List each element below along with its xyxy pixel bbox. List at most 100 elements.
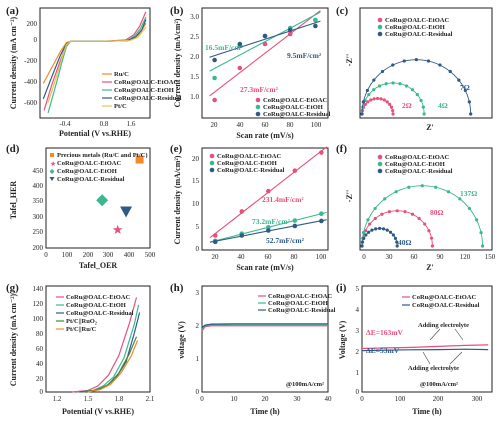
panel-f-xtick: 150 bbox=[485, 253, 496, 261]
panel-b-ytick: 1.5 bbox=[190, 73, 199, 81]
panel-f-annotation: 80Ω bbox=[430, 208, 444, 217]
panel-d-ytick: 250 bbox=[33, 228, 44, 236]
legend-label: CoRu@OALC-Residual bbox=[217, 167, 285, 174]
panel-g: (g) Current density (mA cm⁻²) Potential … bbox=[6, 282, 155, 416]
panel-d-xtick: 0 bbox=[44, 251, 48, 259]
legend-label: CoRu@OALC-EtOAC bbox=[217, 153, 281, 160]
legend-label: CoRu@OALC-Residual bbox=[66, 310, 134, 317]
legend-label: CoRu@OALC-EtOAC bbox=[114, 79, 178, 86]
panel-e-legend: CoRu@OALC-EtOAC CoRu@OALC-EtOH CoRu@OALC… bbox=[209, 153, 285, 174]
panel-g-ytick: 100 bbox=[33, 315, 44, 323]
panel-b-annotation: 16.5mF/cm² bbox=[205, 43, 244, 52]
panel-i-ytick: 2 bbox=[356, 348, 360, 356]
panel-c-annotation: 7Ω bbox=[460, 83, 470, 92]
data-point bbox=[292, 223, 298, 229]
legend-label: CoRu@OALC-Residual bbox=[57, 176, 125, 183]
fit-line bbox=[209, 11, 321, 72]
legend-marker bbox=[255, 97, 261, 103]
data-point bbox=[313, 17, 318, 23]
legend-marker bbox=[377, 154, 383, 160]
panel-a-curves bbox=[42, 11, 147, 114]
legend-label: CoRu@OALC-EtOAC bbox=[66, 294, 130, 301]
panel-e-ytick: 20 bbox=[192, 155, 200, 163]
panel-h-annotation: @100mA/cm² bbox=[286, 381, 324, 388]
panel-i-arrow bbox=[422, 351, 431, 365]
panel-f-xtick: 60 bbox=[411, 253, 419, 261]
panel-d-frame bbox=[45, 147, 151, 249]
panel-e-xtick: 100 bbox=[316, 253, 327, 261]
panel-i-arrow bbox=[449, 351, 463, 365]
panel-b-xtick: 100 bbox=[311, 121, 322, 129]
panel-d-ylabel: Tafel_HER bbox=[9, 181, 18, 220]
data-point bbox=[212, 97, 217, 103]
panel-b-annotation: 27.3mF/cm² bbox=[240, 85, 279, 94]
legend-label: CoRu@OALC-Residual bbox=[263, 111, 331, 118]
panel-i-frame bbox=[361, 285, 493, 393]
data-point bbox=[319, 211, 324, 217]
panel-i-ytick: 3 bbox=[356, 327, 360, 335]
panel-c-label: (c) bbox=[336, 5, 349, 17]
panel-d-xlabel: Tafel_OER bbox=[79, 261, 118, 270]
legend-label: CoRu@OALC-EtOAC bbox=[57, 160, 121, 167]
panel-d-legend: Precious metals (Ru/C and Pt/C) ★ CoRu@O… bbox=[49, 152, 148, 183]
panel-e-ytick: 10 bbox=[192, 200, 200, 208]
fit-line bbox=[209, 20, 321, 58]
panel-a-ytick: -200 bbox=[24, 57, 37, 65]
legend-label: Pt/C||Ru/C bbox=[66, 326, 97, 333]
panel-c-annotation: 4Ω bbox=[438, 101, 448, 110]
legend-marker bbox=[377, 31, 383, 37]
panel-g-xtick: 1.2 bbox=[53, 395, 62, 403]
panel-a-ytick: 200 bbox=[27, 20, 38, 28]
panel-f-arcs bbox=[360, 184, 485, 248]
panel-b-annotation: 9.5mF/cm² bbox=[287, 51, 322, 60]
data-point bbox=[212, 75, 217, 81]
legend-marker bbox=[377, 168, 383, 174]
panel-i-ytick: 5 bbox=[356, 285, 360, 293]
legend-marker bbox=[377, 24, 383, 30]
legend-label: CoRu@OALC-EtOAC bbox=[385, 154, 449, 161]
legend-label: CoRu@OALC-EtOH bbox=[385, 161, 445, 168]
panel-e-ylabel: Current density (mA/cm²) bbox=[173, 155, 182, 244]
panel-h-ytick: 0 bbox=[196, 388, 200, 396]
panel-i-ytick: 4 bbox=[356, 306, 360, 314]
panel-c-annotation: 2Ω bbox=[402, 101, 412, 110]
panel-g-frame bbox=[45, 285, 151, 393]
fit-line bbox=[209, 10, 321, 97]
panel-a-label: (a) bbox=[6, 5, 19, 17]
panel-f-ylabel: -Z'' bbox=[345, 190, 354, 202]
panel-a-ytick: -400 bbox=[24, 78, 37, 86]
series-line bbox=[361, 348, 489, 352]
legend-label: CoRu@OALC-EtOH bbox=[217, 160, 277, 167]
panel-i-legend: CoRu@OALC-EtOAC CoRu@OALC-Residual bbox=[402, 294, 480, 309]
data-point: ★ bbox=[112, 222, 124, 237]
series-line bbox=[201, 323, 328, 328]
series-line bbox=[201, 325, 328, 332]
legend-marker bbox=[377, 17, 383, 23]
legend-label: CoRu@OALC-EtOH bbox=[66, 302, 126, 309]
panel-i-arrow bbox=[454, 328, 464, 341]
legend-label: CoRu@OALC-EtOAC bbox=[263, 97, 327, 104]
panel-a-xtick: 1.6 bbox=[127, 120, 136, 128]
data-point bbox=[96, 194, 109, 207]
panel-a-legend: Ru/C CoRu@OALC-EtOAC CoRu@OALC-EtOH CoRu… bbox=[102, 71, 182, 110]
data-point bbox=[313, 23, 318, 29]
panel-c-legend: CoRu@OALC-EtOAC CoRu@OALC-EtOH CoRu@OALC… bbox=[377, 17, 453, 38]
legend-marker: ★ bbox=[50, 160, 56, 168]
legend-marker bbox=[209, 167, 215, 173]
panel-h-xlabel: Time (h) bbox=[250, 407, 280, 416]
panel-c-frame bbox=[359, 7, 493, 119]
panel-d: (d) Tafel_HER Tafel_OER 450 400 350 300 … bbox=[6, 143, 156, 270]
panel-b-ytick: 1.0 bbox=[190, 93, 199, 101]
panel-d-ytick: 450 bbox=[33, 167, 44, 175]
panel-h-legend: CoRu@OALC-EtOAC CoRu@OALC-EtOH CoRu@OALC… bbox=[258, 293, 336, 314]
series-line bbox=[87, 340, 139, 393]
panel-f-xtick: 90 bbox=[437, 253, 445, 261]
panel-g-ytick: 20 bbox=[36, 375, 44, 383]
panel-i-curves bbox=[361, 344, 489, 352]
legend-label: CoRu@OALC-Residual bbox=[114, 95, 182, 102]
panel-g-curves bbox=[71, 297, 141, 393]
legend-label: CoRu@OALC-Residual bbox=[268, 307, 336, 314]
panel-i-xtick: 300 bbox=[472, 395, 483, 403]
panel-a: (a) Current density (mA cm⁻²) Potential … bbox=[6, 5, 182, 138]
legend-label: CoRu@OALC-EtOH bbox=[114, 87, 174, 94]
